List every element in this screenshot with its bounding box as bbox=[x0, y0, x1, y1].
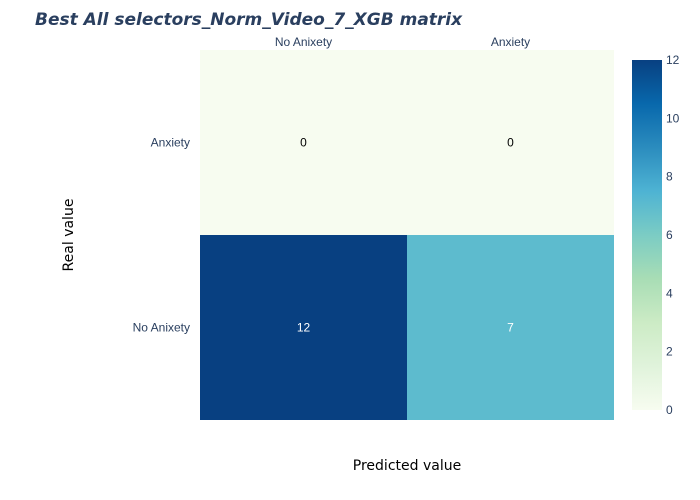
x-tick-label: No Anixety bbox=[275, 35, 332, 49]
colorbar bbox=[632, 60, 662, 410]
heatmap-cell bbox=[407, 50, 614, 235]
colorbar-tick-label: 4 bbox=[666, 286, 673, 300]
heatmap-cell-labels: 12 7 0 0 bbox=[297, 136, 514, 335]
chart-title: Best All selectors_Norm_Video_7_XGB matr… bbox=[35, 10, 463, 30]
y-tick-label: Anxiety bbox=[151, 136, 190, 150]
cell-value-label: 0 bbox=[507, 136, 514, 150]
x-axis-ticks: No Anixety Anxiety bbox=[275, 35, 530, 49]
y-axis-ticks: No Anixety Anxiety bbox=[133, 136, 190, 335]
heatmap-cell bbox=[200, 235, 407, 420]
cell-value-label: 12 bbox=[297, 321, 311, 335]
heatmap-cell bbox=[200, 50, 407, 235]
cell-value-label: 7 bbox=[507, 321, 514, 335]
heatmap-cell bbox=[407, 235, 614, 420]
colorbar-tick-label: 10 bbox=[666, 111, 680, 125]
y-tick-label: No Anixety bbox=[133, 321, 190, 335]
colorbar-tick-label: 0 bbox=[666, 403, 673, 417]
x-axis-title: Predicted value bbox=[353, 458, 461, 474]
heatmap-cells bbox=[200, 50, 614, 420]
colorbar-tick-label: 8 bbox=[666, 170, 673, 184]
cell-value-label: 0 bbox=[300, 136, 307, 150]
colorbar-ticks: 0 2 4 6 8 10 12 bbox=[666, 53, 680, 417]
colorbar-tick-label: 6 bbox=[666, 228, 673, 242]
y-axis-title: Real value bbox=[61, 199, 77, 272]
colorbar-tick-label: 12 bbox=[666, 53, 680, 67]
colorbar-tick-label: 2 bbox=[666, 345, 673, 359]
x-tick-label: Anxiety bbox=[491, 35, 530, 49]
